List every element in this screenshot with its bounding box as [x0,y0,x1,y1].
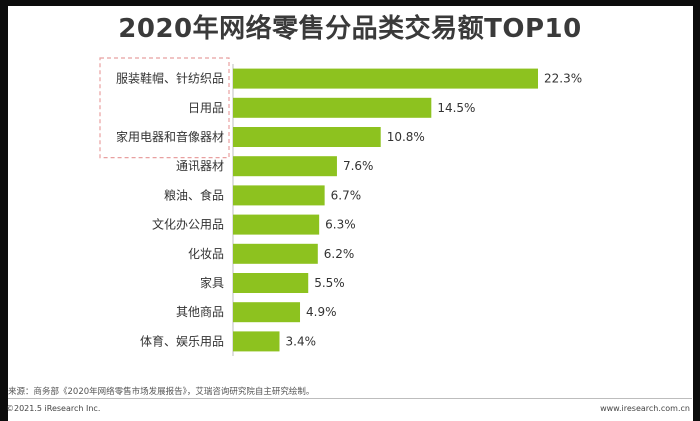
website-text: www.iresearch.com.cn [600,404,690,413]
copyright-text: ©2021.5 iResearch Inc. [6,404,101,413]
value-label: 5.5% [314,276,345,290]
bar [233,214,320,235]
category-label: 服装鞋帽、针纺织品 [116,71,224,86]
category-label: 其他商品 [176,304,224,319]
category-label: 文化办公用品 [152,217,224,232]
bar [233,302,301,323]
category-label: 通讯器材 [176,159,224,173]
bar [233,273,309,293]
category-label: 粮油、食品 [164,187,224,202]
bar [233,127,381,147]
right-border [693,0,700,421]
category-label: 家具 [200,275,224,290]
value-label: 6.7% [331,188,362,202]
category-label: 家用电器和音像器材 [116,129,224,144]
value-label: 7.6% [343,159,374,173]
footer-divider [8,398,692,399]
category-label: 日用品 [188,101,224,115]
left-border [0,0,8,421]
highlight-box [99,57,230,159]
bar [233,156,337,177]
bar [233,97,432,118]
source-note: 来源：商务部《2020年网络零售市场发展报告》，艾瑞咨询研究院自主研究绘制。 [8,387,315,397]
value-label: 6.3% [325,218,356,232]
value-label: 10.8% [387,130,425,144]
value-label: 6.2% [324,247,355,261]
bar [233,331,280,352]
chart-title: 2020年网络零售分品类交易额TOP10 [118,14,582,44]
bar [233,68,538,89]
value-label: 3.4% [286,334,317,348]
value-label: 14.5% [437,101,475,115]
category-label: 化妆品 [188,247,224,261]
value-label: 4.9% [306,305,337,319]
bar [233,185,325,206]
value-label: 22.3% [544,72,582,86]
top-border [0,0,700,6]
category-label: 体育、娱乐用品 [140,333,224,348]
bar [233,243,318,264]
